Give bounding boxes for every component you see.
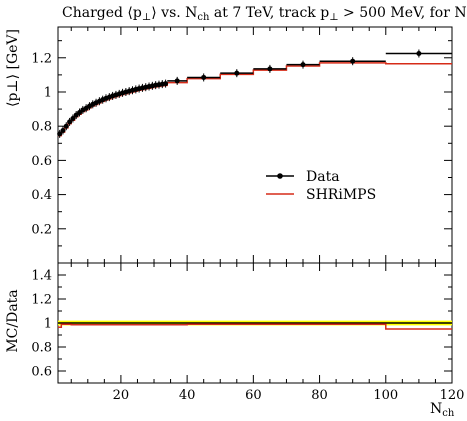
y-tick-label-top: 0.6	[31, 154, 52, 169]
ratio-plot-panel: 20 40 60 80 100 120 0.6 0.8 1 1.2 1.4	[31, 262, 465, 403]
ratio-series-line	[58, 323, 452, 330]
y-tick-label-bottom: 0.6	[31, 365, 52, 380]
y-tick-label-top: 1	[44, 85, 52, 100]
x-tick-label: 120	[440, 388, 465, 403]
x-axis-label: Nch	[430, 401, 455, 419]
y-axis-label-top: ⟨p⊥⟩ [GeV]	[5, 29, 21, 107]
data-point	[350, 58, 356, 64]
y-tick-label-bottom: 0.8	[31, 341, 52, 356]
main-plot-panel: 0.2 0.4 0.6 0.8 1 1.2	[31, 26, 453, 264]
legend-data-marker	[277, 173, 283, 179]
x-tick-label: 20	[113, 388, 130, 403]
data-point	[267, 66, 273, 72]
y-tick-label-top: 0.8	[31, 120, 52, 135]
data-point	[300, 62, 306, 68]
data-point	[63, 123, 69, 129]
data-point	[163, 81, 169, 87]
data-point	[60, 127, 66, 133]
data-point	[57, 131, 63, 137]
y-tick-label-bottom: 1.4	[31, 269, 52, 284]
legend-shrimps-label: SHRiMPS	[306, 187, 376, 203]
y-tick-label-top: 1.2	[31, 51, 52, 66]
data-point	[234, 70, 240, 76]
y-tick-label-bottom: 1.2	[31, 293, 52, 308]
chart-title: Charged ⟨p⊥⟩ vs. Nch at 7 TeV, track p⊥ …	[62, 5, 467, 23]
data-point	[201, 74, 207, 80]
x-tick-label: 80	[311, 388, 328, 403]
legend: Data SHRiMPS	[266, 169, 376, 203]
y-tick-label-bottom: 1	[44, 317, 52, 332]
y-tick-label-top: 0.4	[31, 188, 52, 203]
x-tick-label: 60	[245, 388, 262, 403]
x-tick-label: 100	[373, 388, 398, 403]
main-plot-frame	[57, 26, 453, 264]
y-tick-label-top: 0.2	[31, 222, 52, 237]
shrimps-series-line	[58, 62, 452, 137]
x-tick-label: 40	[179, 388, 196, 403]
data-point	[174, 78, 180, 84]
y-axis-label-bottom: MC/Data	[5, 289, 21, 352]
data-point	[70, 115, 76, 121]
data-point	[67, 119, 73, 125]
legend-data-label: Data	[306, 169, 340, 185]
data-point	[416, 51, 422, 57]
